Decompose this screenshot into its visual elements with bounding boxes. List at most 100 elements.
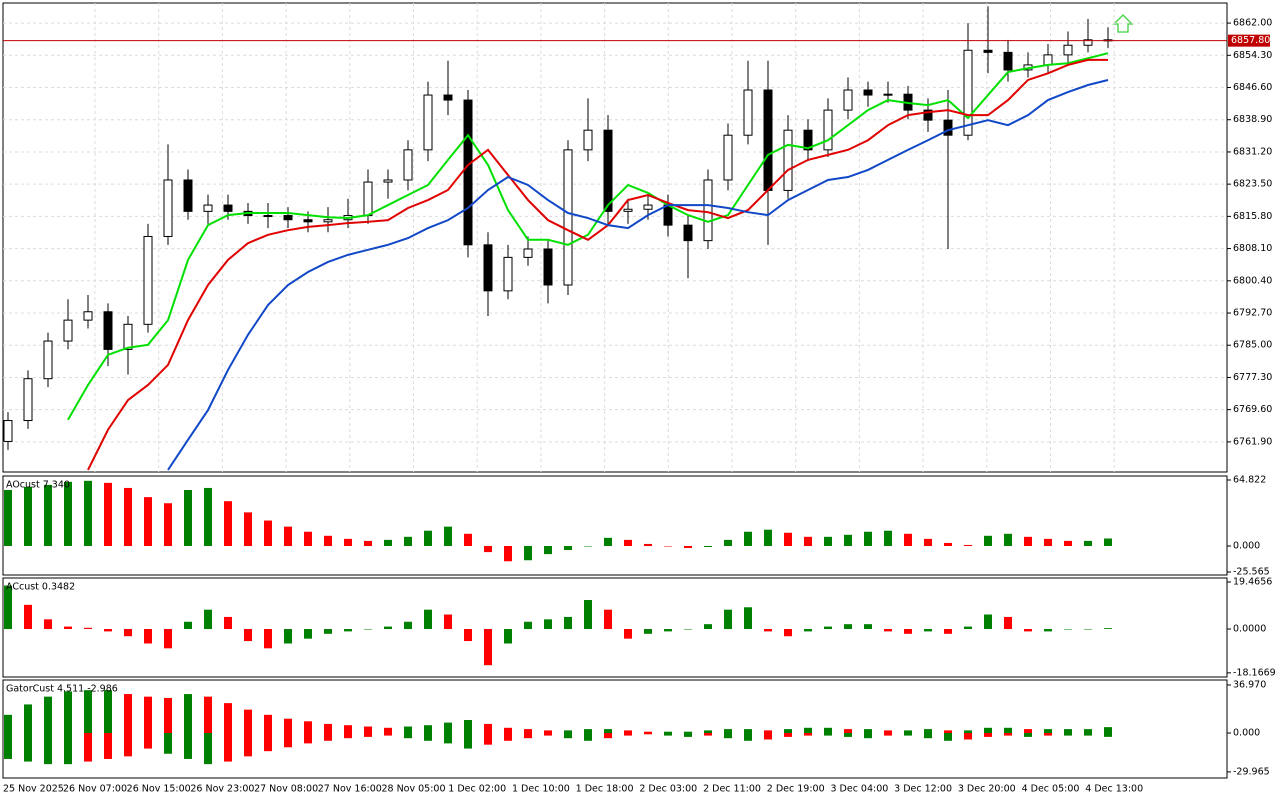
- candle-body: [943, 119, 953, 136]
- gator-bar: [364, 726, 372, 733]
- candle-body: [163, 179, 173, 237]
- time-label: 2 Dec 03:00: [639, 784, 697, 795]
- candle-body: [563, 149, 573, 286]
- histogram-bar: [224, 501, 232, 546]
- candle-body: [963, 49, 973, 136]
- histogram-bar: [24, 486, 32, 546]
- current-price-label: 6857.80: [1231, 35, 1270, 46]
- candle-body: [1003, 51, 1013, 71]
- gator-bar: [1024, 729, 1032, 733]
- gator-bar: [704, 730, 712, 733]
- time-label: 1 Dec 18:00: [576, 784, 634, 795]
- histogram-bar: [1004, 616, 1012, 629]
- histogram-bar: [144, 497, 152, 546]
- gator-bar: [824, 727, 832, 733]
- gator-bar: [244, 732, 252, 757]
- histogram-bar: [344, 628, 352, 632]
- histogram-bar: [504, 628, 512, 644]
- gator-bar: [904, 732, 912, 736]
- gator-bar: [624, 732, 632, 736]
- gator-bar: [1064, 732, 1072, 736]
- panel-label: AOcust 7.340: [6, 480, 70, 491]
- y-tick-label: 6831.20: [1233, 146, 1272, 157]
- histogram-bar: [1104, 628, 1112, 629]
- gator-bar: [24, 732, 32, 762]
- candle-body: [1083, 39, 1093, 46]
- gator-bar: [1104, 727, 1112, 733]
- gator-bar: [124, 732, 132, 757]
- histogram-bar: [84, 480, 92, 546]
- candle-body: [443, 94, 453, 101]
- gator-bar: [304, 721, 312, 733]
- time-label: 27 Nov 16:00: [318, 784, 382, 795]
- gator-bar: [1004, 732, 1012, 736]
- candle-body: [603, 129, 613, 212]
- candle-body: [783, 129, 793, 191]
- gator-bar: [404, 732, 412, 739]
- histogram-bar: [824, 536, 832, 546]
- histogram-bar: [604, 537, 612, 546]
- histogram-bar: [224, 616, 232, 629]
- candle-body: [863, 89, 873, 96]
- gator-bar: [1064, 729, 1072, 733]
- histogram-bar: [44, 619, 52, 629]
- gator-bar: [84, 732, 92, 762]
- gator-bar: [284, 732, 292, 748]
- gator-bar: [664, 731, 672, 733]
- y-tick-label: 36.970: [1233, 679, 1266, 690]
- histogram-bar: [924, 628, 932, 632]
- gator-bar: [124, 694, 132, 733]
- panel-label: GatorCust 4.511 -2.986: [6, 684, 118, 695]
- histogram-bar: [104, 628, 112, 632]
- gator-bar: [764, 732, 772, 740]
- gator-bar: [604, 729, 612, 733]
- gator-bar: [744, 732, 752, 741]
- histogram-bar: [404, 621, 412, 629]
- histogram-bar: [744, 531, 752, 546]
- gator-bar: [564, 732, 572, 739]
- candle-body: [1043, 54, 1053, 66]
- candle-body: [743, 89, 753, 136]
- histogram-bar: [864, 624, 872, 629]
- y-tick-label: 6815.80: [1233, 211, 1272, 222]
- histogram-bar: [44, 484, 52, 546]
- histogram-bar: [904, 628, 912, 634]
- candle-body: [303, 219, 313, 223]
- y-tick-label: 6838.90: [1233, 114, 1272, 125]
- candle-body: [583, 129, 593, 151]
- gator-bar: [384, 732, 392, 736]
- gator-bar: [464, 732, 472, 749]
- gator-bar: [364, 732, 372, 737]
- histogram-bar: [884, 530, 892, 546]
- histogram-bar: [784, 532, 792, 546]
- histogram-bar: [204, 609, 212, 629]
- candle-body: [823, 109, 833, 151]
- gator-bar: [1024, 732, 1032, 737]
- time-label: 4 Dec 05:00: [1022, 784, 1080, 795]
- gator-bar: [964, 732, 972, 740]
- histogram-bar: [484, 545, 492, 553]
- candle-body: [623, 208, 633, 212]
- gator-bar: [684, 732, 692, 737]
- gator-bar: [484, 723, 492, 733]
- histogram-bar: [944, 628, 952, 634]
- gator-bar: [1084, 729, 1092, 733]
- gator-bar: [204, 732, 212, 765]
- gator-bar: [24, 704, 32, 733]
- gator-bar: [904, 730, 912, 733]
- histogram-bar: [1044, 538, 1052, 546]
- candle-body: [703, 179, 713, 242]
- gator-bar: [1044, 732, 1052, 736]
- histogram-bar: [624, 628, 632, 639]
- time-label: 3 Dec 12:00: [894, 784, 952, 795]
- histogram-bar: [64, 481, 72, 546]
- gator-bar: [224, 732, 232, 762]
- main-panel: [2, 2, 1228, 473]
- histogram-bar: [4, 585, 12, 629]
- candle-body: [23, 378, 33, 422]
- histogram-bar: [1104, 538, 1112, 546]
- time-label: 25 Nov 2025: [3, 784, 64, 795]
- gator-bar: [104, 732, 112, 759]
- gator-bar: [944, 732, 952, 741]
